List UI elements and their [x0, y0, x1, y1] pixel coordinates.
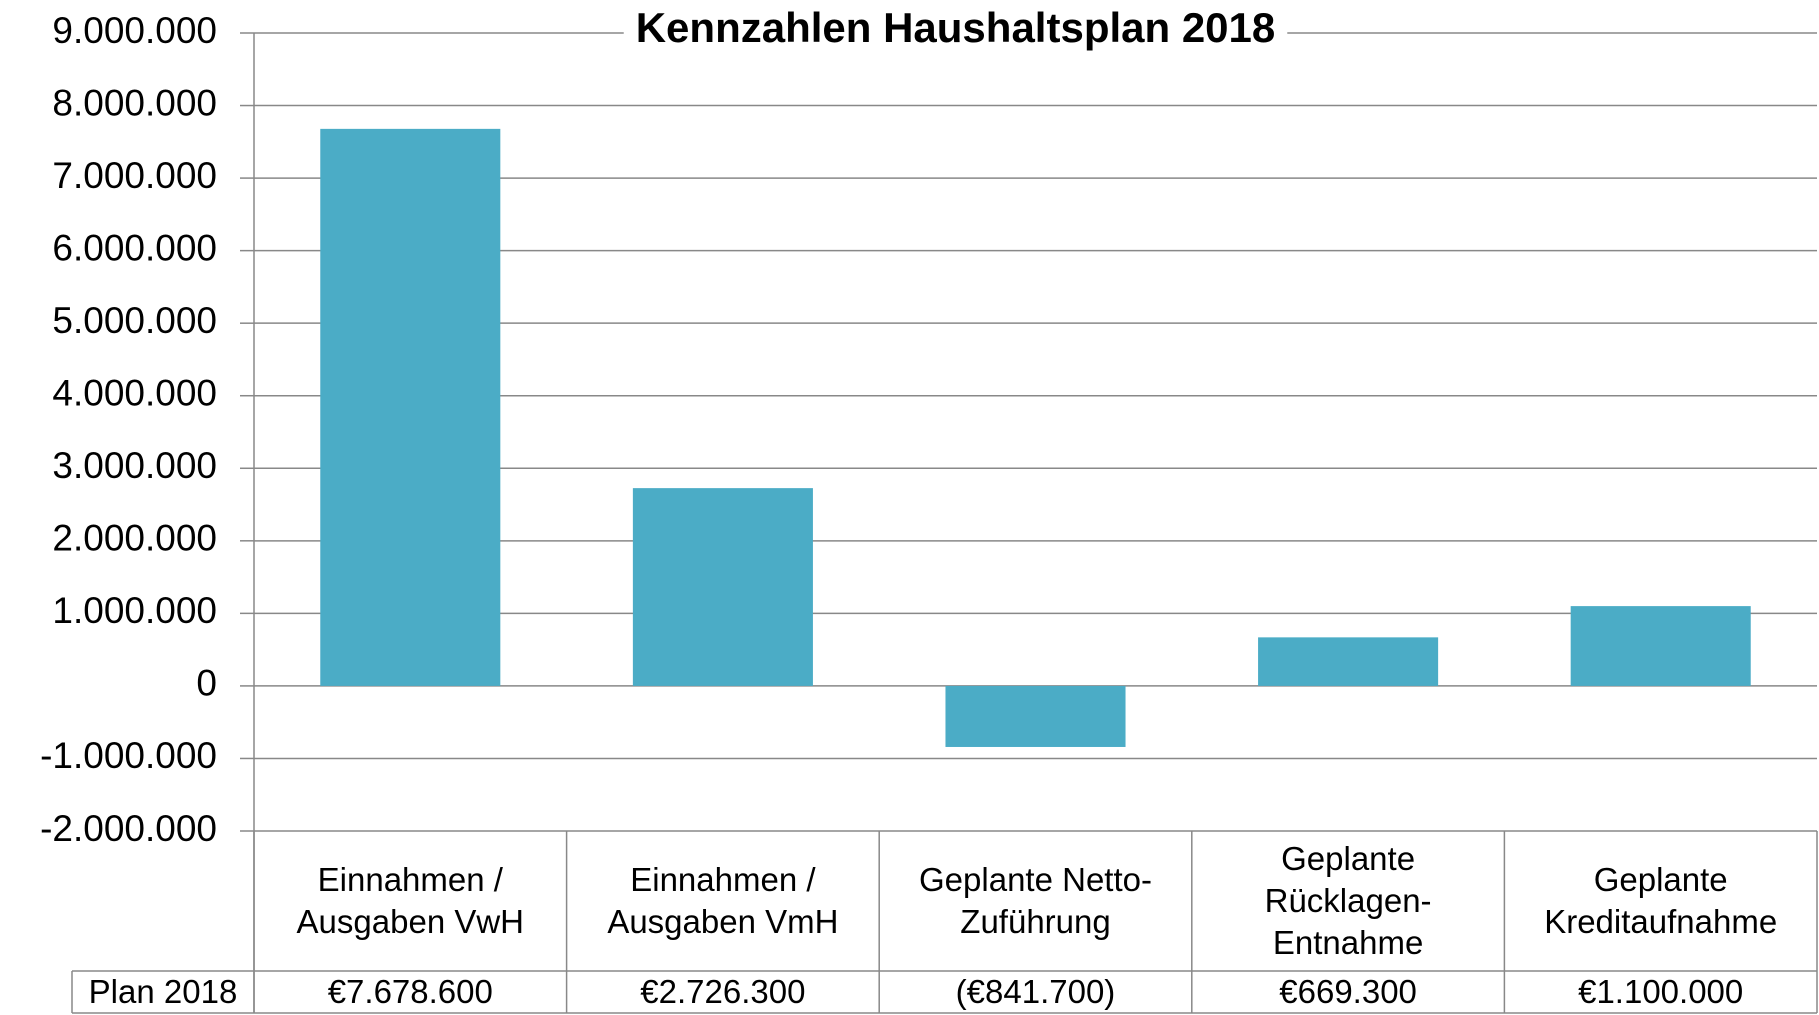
- bar: [945, 685, 1126, 747]
- y-tick-label: 5.000.000: [52, 300, 217, 341]
- y-tick-label: -2.000.000: [40, 808, 217, 849]
- data-label: €7.678.600: [327, 972, 493, 1010]
- y-tick-label: 4.000.000: [52, 373, 217, 414]
- x-tick-label: Einnahmen / Ausgaben VmH: [607, 860, 839, 940]
- y-tick-label: 6.000.000: [52, 227, 217, 268]
- bar: [320, 128, 501, 686]
- data-label: €2.726.300: [640, 972, 806, 1010]
- y-tick-label: 3.000.000: [52, 445, 217, 486]
- x-tick-label: Einnahmen / Ausgaben VwH: [296, 860, 525, 940]
- x-tick-label: Geplante Kreditaufnahme: [1544, 860, 1778, 940]
- legend-label: Plan 2018: [88, 972, 238, 1010]
- bar: [1570, 606, 1751, 686]
- data-label: (€841.700): [955, 972, 1116, 1010]
- y-tick-label: 8.000.000: [52, 82, 217, 123]
- y-tick-label: 9.000.000: [52, 10, 217, 51]
- y-tick-label: -1.000.000: [40, 735, 217, 776]
- y-tick-label: 0: [196, 663, 217, 704]
- data-label: €1.100.000: [1578, 972, 1744, 1010]
- bar: [632, 488, 813, 686]
- title-background: [623, 4, 1288, 52]
- x-tick-label: Geplante Rücklagen-Entnahme: [1264, 839, 1432, 962]
- x-tick-label: Geplante Netto-Zuführung: [919, 860, 1152, 940]
- y-tick-label: 7.000.000: [52, 155, 217, 196]
- data-label: €669.300: [1279, 972, 1417, 1010]
- bar: [1258, 637, 1439, 686]
- chart-title: Kennzahlen Haushaltsplan 2018: [636, 4, 1276, 51]
- y-tick-label: 1.000.000: [52, 590, 217, 631]
- y-tick-label: 2.000.000: [52, 518, 217, 559]
